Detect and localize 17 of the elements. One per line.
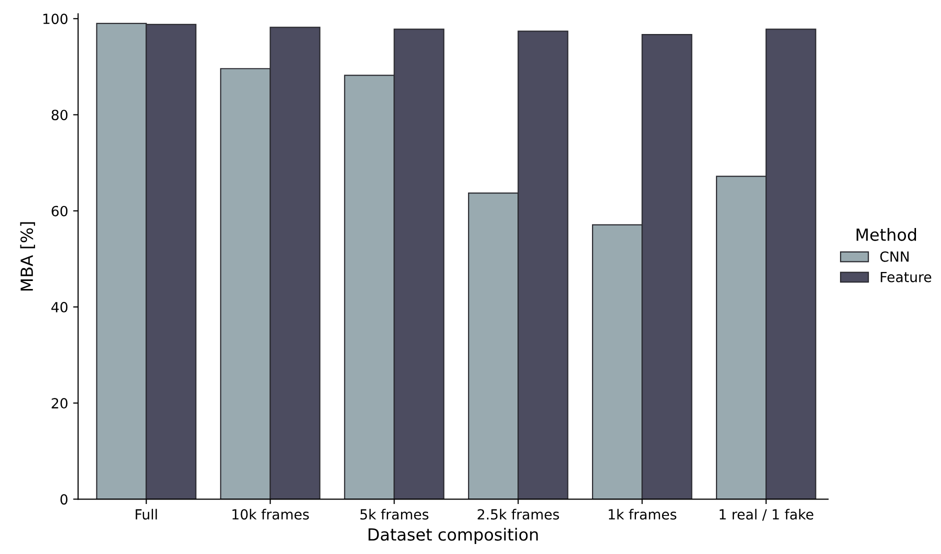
x-tick-label: 5k frames: [360, 508, 428, 520]
legend-title: Method: [856, 228, 916, 241]
x-axis-title: Dataset composition: [368, 528, 538, 544]
x-tick-label: 1k frames: [608, 508, 676, 520]
y-tick-label: 40: [51, 302, 68, 312]
y-tick-label: 80: [52, 110, 68, 120]
x-tick-label: Full: [136, 508, 157, 520]
y-axis-title: MBA [%]: [20, 222, 36, 291]
x-tick-label: 10k frames: [232, 508, 309, 520]
legend-label: CNN: [880, 251, 909, 262]
x-tick-label: 1 real / 1 fake: [720, 508, 814, 521]
y-tick-label: 60: [52, 206, 68, 216]
legend-label: Feature: [880, 272, 932, 282]
y-tick-label: 100: [43, 14, 68, 24]
y-tick-label: 20: [52, 398, 68, 409]
x-tick-label: 2.5k frames: [478, 508, 559, 520]
y-tick-label: 0: [60, 494, 68, 505]
